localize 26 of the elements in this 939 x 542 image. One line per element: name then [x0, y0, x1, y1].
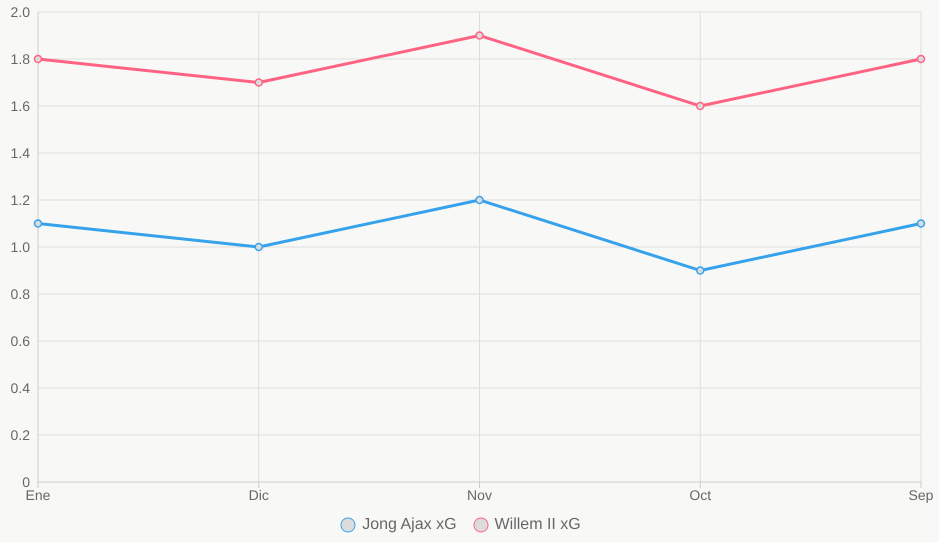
y-tick-label: 1.0: [10, 238, 30, 255]
y-tick-label: 1.4: [10, 144, 30, 161]
y-tick-label: 0.8: [10, 286, 30, 302]
y-tick-label: 0.6: [10, 332, 30, 349]
x-tick-label: Oct: [689, 486, 712, 503]
point: [34, 54, 42, 64]
point: [475, 196, 484, 204]
point: [254, 78, 263, 87]
point: [696, 266, 704, 275]
x-tick-label: Dic: [248, 486, 269, 503]
y-tick-label: 0.4: [10, 380, 30, 396]
y-tick-label: 1.6: [10, 98, 30, 114]
point: [254, 242, 263, 252]
y-tick-label: 1.8: [10, 50, 30, 67]
x-tick-label: Nov: [467, 486, 492, 503]
y-tick-label: 2.0: [10, 4, 30, 20]
y-tick-label: 0.2: [10, 426, 30, 443]
legend-label: Willem II xG: [494, 516, 581, 534]
y-tick-label: 1.2: [10, 192, 30, 208]
point: [696, 102, 704, 110]
point: [916, 54, 926, 64]
point: [475, 31, 484, 40]
x-tick-label: Sep: [908, 486, 934, 503]
legend-label: Jong Ajax xG: [362, 516, 457, 534]
point: [34, 219, 42, 228]
point: [916, 219, 926, 228]
